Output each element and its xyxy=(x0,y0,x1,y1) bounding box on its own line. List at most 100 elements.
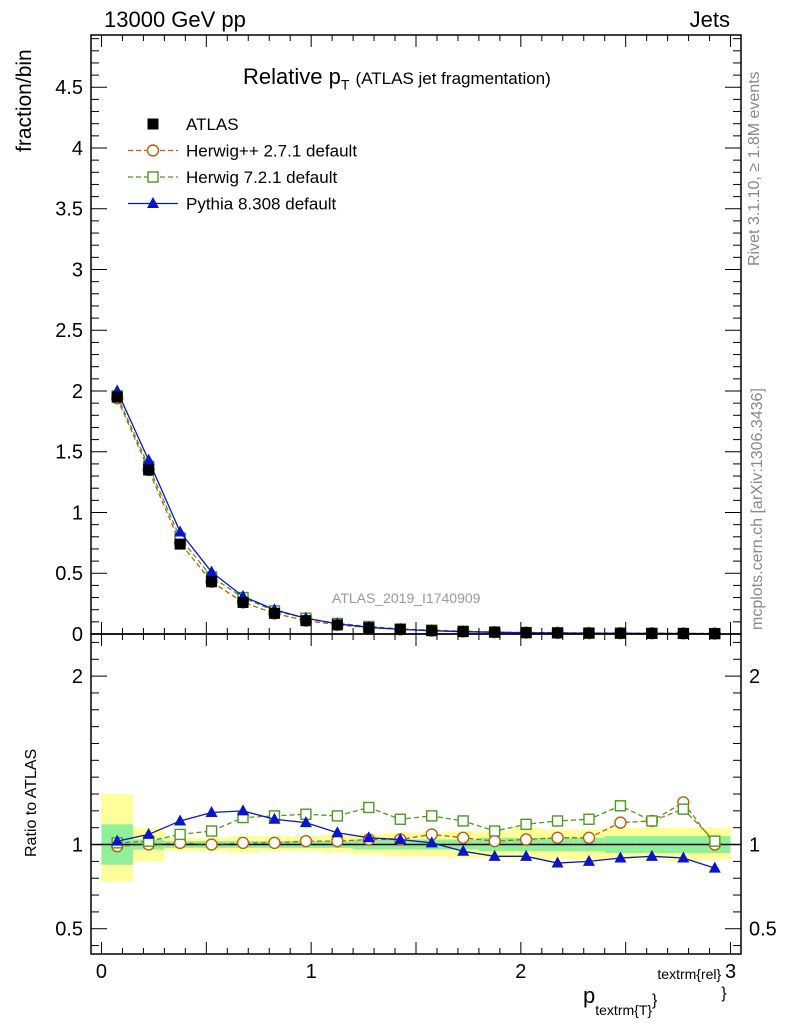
x-tick-label: 3 xyxy=(725,961,736,983)
data-point-marker xyxy=(426,810,438,822)
title-rest: (ATLAS jet fragmentation) xyxy=(355,69,551,88)
legend-label: Herwig 7.2.1 default xyxy=(186,168,337,187)
data-point-marker xyxy=(331,810,344,822)
data-point-marker xyxy=(520,818,532,831)
data-point-marker xyxy=(552,627,564,639)
chart-title: Relative pT (ATLAS jet fragmentation) xyxy=(243,64,551,92)
data-point-marker xyxy=(489,626,501,638)
x-tick-label: 1 xyxy=(306,961,317,983)
data-point-marker xyxy=(582,854,595,866)
data-point-marker xyxy=(236,836,250,850)
data-point-marker xyxy=(551,856,564,868)
x-label-brace: } xyxy=(652,992,658,1009)
data-point-marker xyxy=(363,801,375,814)
data-point-marker xyxy=(147,118,159,130)
ratio-y-tick-label-left: 2 xyxy=(72,666,83,688)
data-point-marker xyxy=(205,565,218,577)
data-point-marker xyxy=(677,851,690,863)
data-point-marker xyxy=(614,800,627,812)
data-point-marker xyxy=(268,836,281,850)
title-sub: T xyxy=(340,76,350,93)
data-point-marker xyxy=(300,615,312,627)
y-tick-label: 0.5 xyxy=(55,563,83,585)
series-layer xyxy=(111,384,721,873)
y-tick-label: 2.5 xyxy=(55,320,83,342)
data-point-marker xyxy=(143,464,155,476)
data-point-marker xyxy=(206,576,218,588)
legend-label: Herwig++ 2.7.1 default xyxy=(186,142,357,161)
data-point-marker xyxy=(457,844,470,856)
x-label-main: p xyxy=(583,983,596,1008)
ratio-y-axis-label: Ratio to ATLAS xyxy=(23,748,40,857)
data-point-marker xyxy=(363,622,375,634)
header-right: Jets xyxy=(689,7,730,32)
data-point-marker xyxy=(708,861,721,873)
data-point-marker xyxy=(394,832,407,844)
header-left: 13000 GeV pp xyxy=(104,7,246,32)
y-tick-label: 1.5 xyxy=(55,442,83,464)
x-label-brace-end: } xyxy=(721,985,727,1002)
series-line-ratio xyxy=(117,810,715,869)
data-point-marker xyxy=(646,815,658,827)
data-point-marker xyxy=(425,836,438,848)
data-point-marker xyxy=(520,627,532,639)
data-point-marker xyxy=(237,804,250,816)
data-point-marker xyxy=(551,831,564,844)
y-tick-label: 1 xyxy=(72,502,83,524)
legend-label: ATLAS xyxy=(186,115,239,134)
mcplots-label: mcplots.cern.ch [arXiv:1306.3436] xyxy=(749,388,766,630)
data-point-marker xyxy=(174,525,187,537)
ratio-y-tick-label-right: 2 xyxy=(749,666,760,688)
y-tick-label: 3 xyxy=(72,259,83,281)
data-point-marker xyxy=(111,834,124,846)
data-point-marker xyxy=(426,625,438,637)
data-point-marker xyxy=(299,834,313,848)
data-point-marker xyxy=(520,849,533,861)
data-point-marker xyxy=(331,619,343,631)
data-point-marker xyxy=(582,831,596,844)
data-point-marker xyxy=(488,825,501,837)
data-point-marker xyxy=(362,831,375,843)
data-point-marker xyxy=(111,391,123,403)
legend: ATLAS Herwig++ 2.7.1 default Herwig 7.2.1 … xyxy=(128,115,357,214)
data-point-marker xyxy=(457,626,469,638)
data-point-marker xyxy=(394,624,406,636)
data-point-marker xyxy=(147,171,159,183)
data-point-marker xyxy=(205,825,218,837)
data-point-marker xyxy=(237,596,249,608)
data-point-marker xyxy=(174,814,187,826)
y-tick-label: 2 xyxy=(72,381,83,403)
data-point-marker xyxy=(645,849,658,861)
data-point-marker xyxy=(583,627,595,639)
data-point-marker xyxy=(677,803,690,815)
data-point-marker xyxy=(174,538,186,550)
data-point-marker xyxy=(174,828,186,841)
data-point-marker xyxy=(142,827,155,839)
watermark: ATLAS_2019_I1740909 xyxy=(332,590,481,606)
x-label-sup: textrm{rel} xyxy=(657,966,722,982)
y-axis-label: fraction/bin xyxy=(13,49,36,152)
data-point-marker xyxy=(614,816,627,829)
data-point-marker xyxy=(142,453,155,465)
data-point-marker xyxy=(268,607,280,619)
legend-label: Pythia 8.308 default xyxy=(186,195,337,214)
data-point-marker xyxy=(583,813,595,825)
data-point-marker xyxy=(205,806,218,818)
data-point-marker xyxy=(394,813,406,825)
ratio-y-tick-label-right: 1 xyxy=(749,835,760,857)
x-tick-label: 0 xyxy=(96,961,107,983)
ratio-y-tick-label-right: 0.5 xyxy=(749,919,777,941)
y-tick-label: 0 xyxy=(72,624,83,646)
data-point-marker xyxy=(488,849,501,861)
data-point-marker xyxy=(488,834,501,848)
y-tick-label: 3.5 xyxy=(55,199,83,221)
ratio-y-tick-label-left: 1 xyxy=(72,835,83,857)
axis-ticks: 0 1 2 3 0 0.5 1 1.5 2 2.5 3 3.5 4 4.5 0.5 1 2 0.5 1 2 xyxy=(55,35,777,983)
data-point-marker xyxy=(299,816,312,828)
data-point-marker xyxy=(456,831,470,844)
ratio-y-tick-label-left: 0.5 xyxy=(55,919,83,941)
data-point-marker xyxy=(205,838,218,851)
data-point-marker xyxy=(331,834,344,848)
data-point-marker xyxy=(146,144,160,157)
